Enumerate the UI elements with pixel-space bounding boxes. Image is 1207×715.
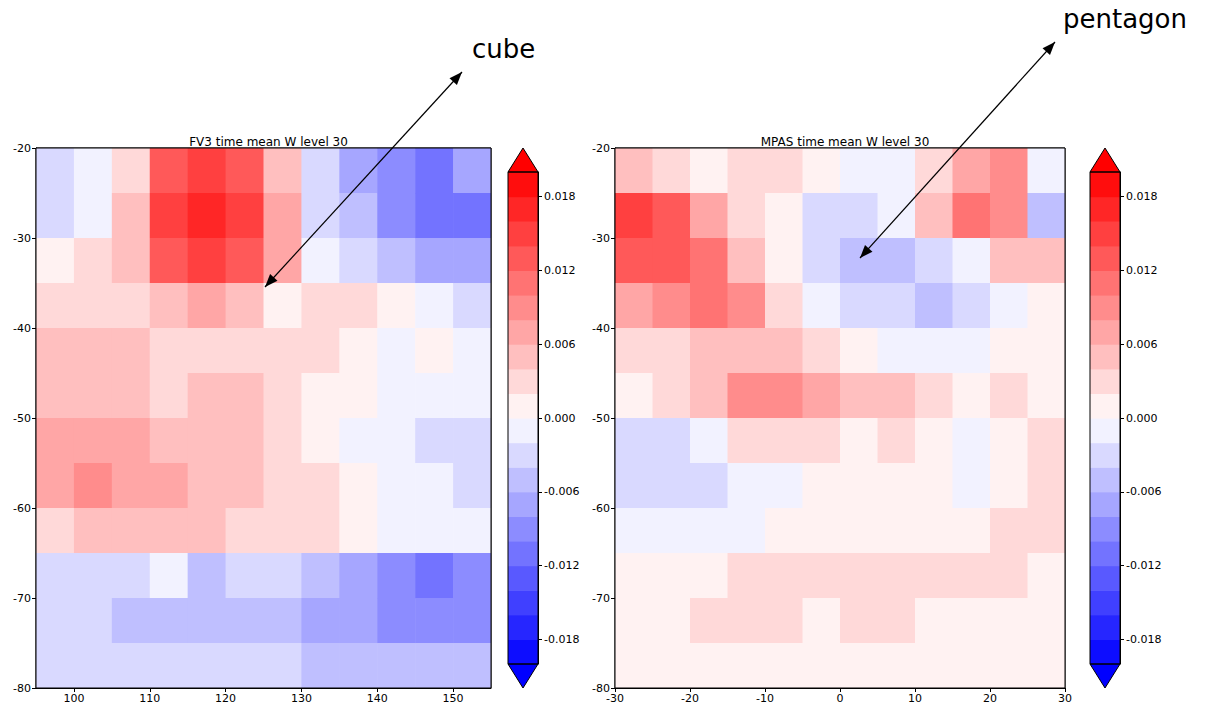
svg-text:-80: -80 (13, 682, 31, 695)
svg-text:150: 150 (443, 692, 464, 705)
svg-text:-80: -80 (592, 681, 610, 695)
svg-text:0.006: 0.006 (1126, 338, 1158, 351)
svg-text:20: 20 (983, 692, 997, 705)
svg-text:-0.012: -0.012 (544, 559, 579, 572)
svg-text:-0.006: -0.006 (544, 485, 579, 498)
svg-text:130: 130 (291, 692, 312, 705)
svg-text:-20: -20 (681, 692, 699, 705)
svg-text:140: 140 (367, 692, 388, 705)
svg-text:0.018: 0.018 (544, 190, 576, 203)
svg-text:-50: -50 (13, 412, 31, 425)
svg-text:0.006: 0.006 (544, 338, 576, 351)
svg-text:0.012: 0.012 (1126, 264, 1158, 277)
svg-text:100: 100 (63, 692, 84, 705)
svg-text:cube: cube (472, 34, 535, 64)
svg-text:110: 110 (139, 692, 160, 705)
svg-text:0.018: 0.018 (1126, 190, 1158, 203)
svg-text:120: 120 (215, 692, 236, 705)
svg-text:-70: -70 (13, 592, 31, 605)
svg-text:-50: -50 (592, 412, 610, 425)
svg-text:-30: -30 (606, 692, 624, 705)
svg-text:FV3 time mean W level 30: FV3 time mean W level 30 (189, 135, 348, 149)
svg-text:-60: -60 (13, 502, 31, 515)
svg-text:-0.018: -0.018 (1126, 633, 1161, 646)
svg-text:-40: -40 (592, 322, 610, 335)
svg-text:30: 30 (1058, 692, 1072, 705)
svg-text:MPAS time mean W level 30: MPAS time mean W level 30 (761, 135, 930, 149)
svg-text:0.000: 0.000 (1126, 412, 1158, 425)
svg-text:-0.012: -0.012 (1126, 559, 1161, 572)
svg-text:-20: -20 (13, 142, 31, 155)
svg-text:-0.006: -0.006 (1126, 485, 1161, 498)
svg-text:-30: -30 (13, 232, 31, 245)
svg-text:-10: -10 (756, 692, 774, 705)
svg-text:-70: -70 (592, 592, 610, 605)
svg-text:0.012: 0.012 (544, 264, 576, 277)
svg-text:-30: -30 (592, 232, 610, 245)
svg-text:-40: -40 (13, 322, 31, 335)
svg-text:-0.018: -0.018 (544, 633, 579, 646)
svg-text:-60: -60 (592, 502, 610, 515)
svg-text:pentagon: pentagon (1063, 4, 1187, 34)
svg-text:-20: -20 (592, 142, 610, 155)
svg-text:0: 0 (837, 692, 844, 705)
svg-text:10: 10 (908, 692, 922, 705)
svg-text:0.000: 0.000 (544, 412, 576, 425)
